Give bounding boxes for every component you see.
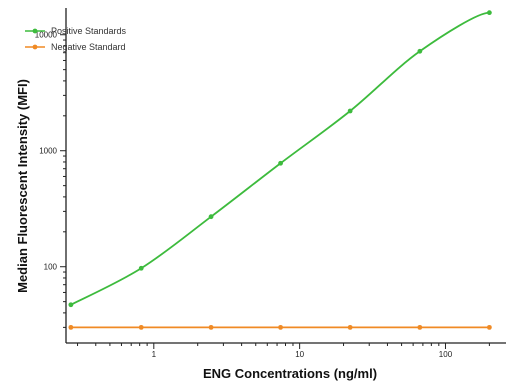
legend-swatch-marker <box>32 44 38 50</box>
data-point <box>138 265 144 271</box>
legend-swatch-marker <box>32 28 38 34</box>
legend-label-negative: Negative Standard <box>51 42 126 52</box>
y-tick-label: 10000 <box>35 31 58 40</box>
data-point <box>278 160 283 166</box>
data-point <box>417 324 423 330</box>
data-point <box>486 324 492 330</box>
legend: Positive Standards Negative Standard <box>25 26 127 52</box>
series-negative-standard <box>68 324 492 330</box>
data-point <box>417 48 423 54</box>
legend-item-negative: Negative Standard <box>25 42 126 52</box>
legend-item-positive: Positive Standards <box>25 26 127 36</box>
legend-label-positive: Positive Standards <box>51 26 127 36</box>
data-point <box>138 324 144 330</box>
series <box>68 10 492 330</box>
data-point <box>208 214 214 220</box>
series-positive-standards <box>68 10 492 308</box>
data-point <box>68 324 74 330</box>
y-tick-label: 1000 <box>39 147 57 156</box>
data-point <box>68 302 74 308</box>
axes <box>65 8 506 344</box>
data-point <box>347 108 353 114</box>
x-axis-title: ENG Concentrations (ng/ml) <box>203 366 377 381</box>
data-point <box>347 324 353 330</box>
data-point <box>278 324 283 330</box>
x-tick-label: 100 <box>439 350 453 359</box>
data-point <box>208 324 214 330</box>
y-tick-label: 100 <box>44 263 58 272</box>
x-tick-label: 10 <box>295 350 304 359</box>
series-line <box>70 11 490 306</box>
y-axis-title: Median Fluorescent Intensity (MFI) <box>15 79 30 293</box>
ticks: 1 10 100 100 1000 10000 <box>35 31 490 359</box>
x-tick-label: 1 <box>152 350 157 359</box>
data-point <box>486 10 492 16</box>
